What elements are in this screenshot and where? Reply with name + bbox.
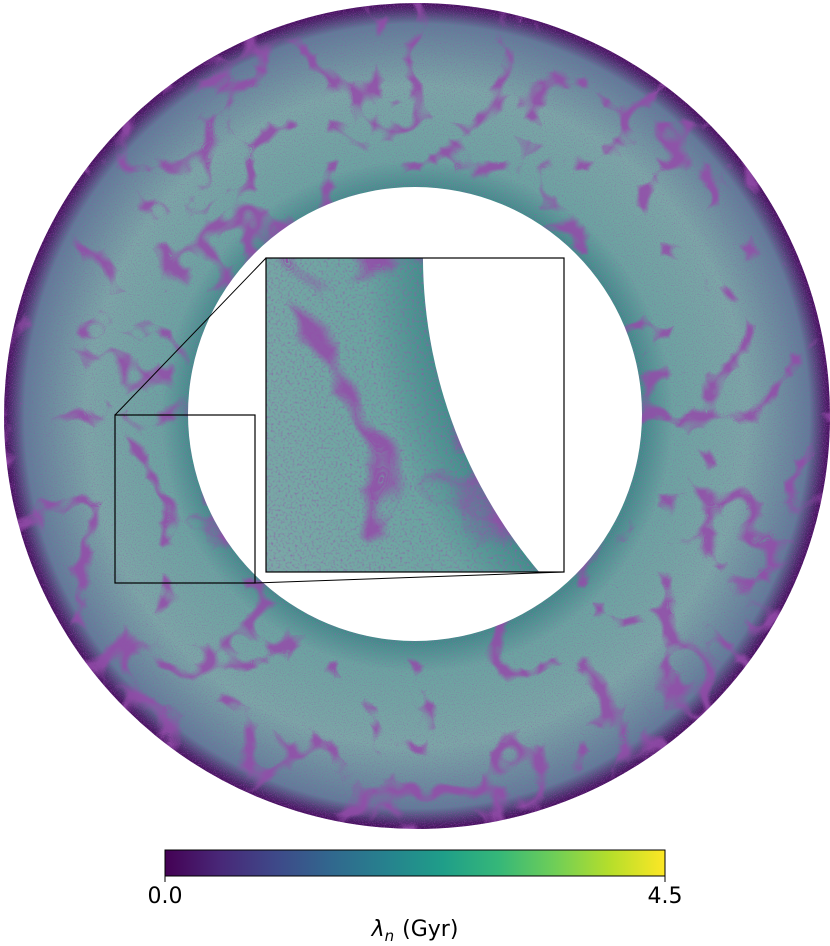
colorbar-tick-label: 4.5 [648,884,683,909]
inset-frame [265,257,565,573]
colorbar: λn (Gyr) 0.0 4.5 [148,849,683,945]
label-symbol: λ [371,917,385,942]
connector [254,571,565,584]
colorbar-scale [164,849,666,877]
zoom-region [114,414,256,584]
colorbar-label: λn (Gyr) [371,917,459,942]
label-unit: (Gyr) [402,917,458,942]
connector [114,257,267,416]
label-subscript: n [385,927,395,942]
colorbar-tick-label: 0.0 [148,884,183,909]
inset [266,258,564,572]
